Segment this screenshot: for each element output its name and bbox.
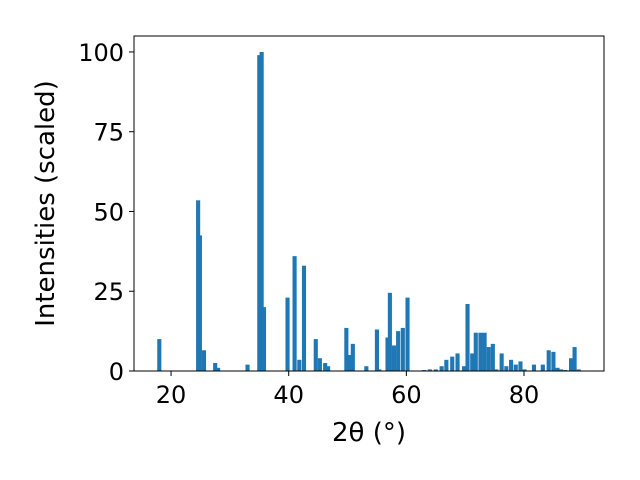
y-tick-label: 0 (109, 358, 124, 386)
x-tick-label: 40 (273, 381, 304, 409)
x-tick-label: 80 (509, 381, 540, 409)
bar (444, 359, 449, 371)
bar (245, 364, 250, 371)
bar (576, 369, 581, 371)
bar (478, 332, 483, 371)
bar (292, 256, 297, 371)
bar (569, 358, 574, 371)
y-tick-label: 25 (93, 278, 124, 306)
bar (285, 297, 290, 371)
bar (261, 307, 267, 371)
bar (326, 366, 331, 371)
x-tick-label: 20 (156, 381, 187, 409)
bar (572, 347, 577, 371)
bar (257, 55, 262, 371)
bar (323, 363, 328, 371)
bar (364, 366, 369, 371)
bar (546, 350, 551, 371)
y-tick-label: 100 (78, 39, 124, 67)
bar (350, 343, 355, 371)
bar (405, 297, 410, 371)
bar (396, 331, 401, 371)
bar (455, 353, 460, 371)
x-axis-ticks: 20 40 60 80 (156, 371, 539, 409)
bar (551, 351, 556, 371)
bar (387, 292, 392, 371)
bar (559, 369, 564, 371)
bar (297, 359, 302, 371)
bar (494, 369, 499, 371)
bar (197, 235, 202, 371)
bar (157, 339, 162, 371)
bar (317, 358, 322, 371)
bar (473, 332, 478, 371)
bar (504, 366, 509, 371)
x-axis-label: 2θ (°) (332, 418, 406, 448)
bar (490, 343, 495, 371)
bar (509, 359, 514, 371)
bar (499, 353, 504, 371)
bar (400, 327, 405, 371)
bar (216, 367, 221, 371)
y-axis-label: Intensities (scaled) (31, 80, 61, 327)
bar (450, 356, 455, 371)
bar (540, 364, 545, 371)
bar (301, 265, 307, 371)
y-tick-label: 50 (93, 198, 124, 226)
bar (486, 347, 491, 371)
bar (531, 364, 537, 371)
bar (313, 339, 318, 371)
bar (259, 51, 264, 371)
bar (385, 337, 390, 371)
bar (555, 367, 560, 371)
bar (522, 369, 527, 371)
x-tick-label: 60 (391, 381, 422, 409)
bar (518, 361, 523, 371)
bars-group (157, 51, 581, 371)
bar (391, 345, 397, 371)
plot-frame (133, 35, 605, 372)
bar (377, 369, 382, 371)
bar (465, 304, 470, 371)
bar (482, 332, 487, 371)
bar (374, 329, 379, 371)
bar (344, 327, 349, 371)
y-tick-label: 75 (93, 119, 124, 147)
bar (347, 355, 352, 371)
bar (461, 366, 467, 371)
y-axis-ticks: 0 25 50 75 100 (78, 39, 134, 386)
bar (201, 350, 207, 371)
bar (213, 363, 218, 371)
bar (427, 369, 432, 371)
bar (433, 369, 438, 371)
bar (439, 366, 444, 371)
bar (513, 364, 518, 371)
bar (470, 353, 475, 371)
